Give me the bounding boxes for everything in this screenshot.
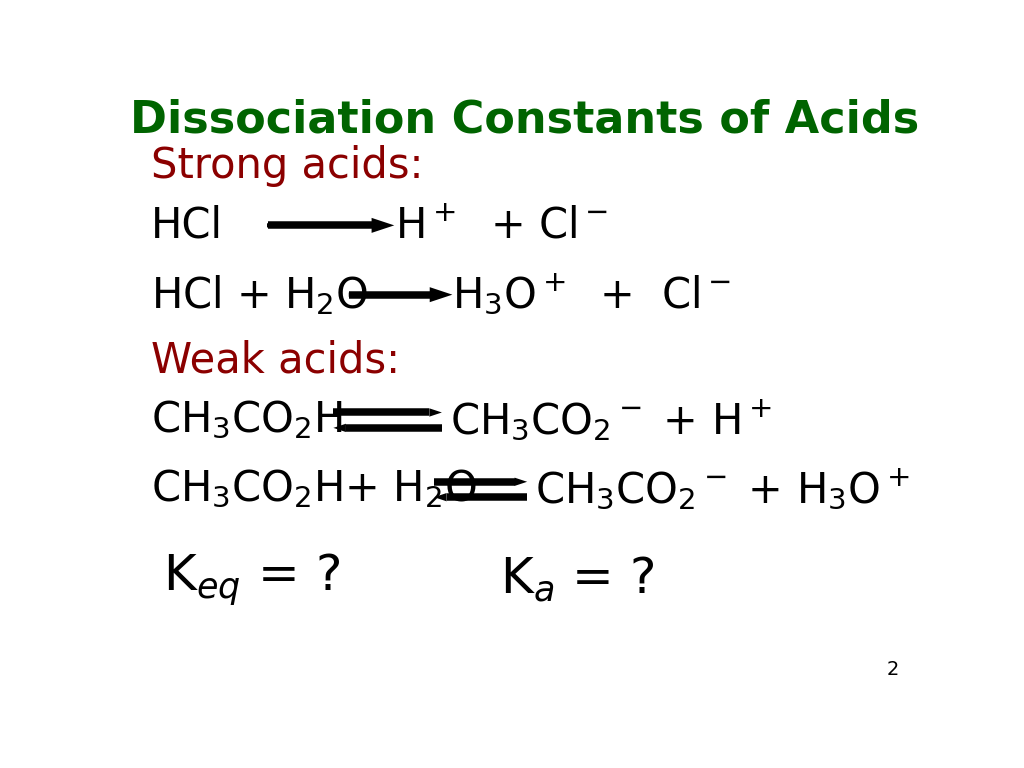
FancyArrow shape (434, 493, 446, 502)
Text: K$_{eq}$ = ?: K$_{eq}$ = ? (163, 551, 340, 607)
Text: CH$_3$CO$_2$H+ H$_2$O: CH$_3$CO$_2$H+ H$_2$O (152, 468, 477, 511)
Text: K$_a$ = ?: K$_a$ = ? (500, 554, 654, 604)
Text: HCl: HCl (152, 204, 223, 247)
FancyArrow shape (349, 290, 445, 300)
Text: Dissociation Constants of Acids: Dissociation Constants of Acids (130, 98, 920, 141)
FancyArrow shape (267, 220, 388, 230)
Text: CH$_3$CO$_2$$^-$ + H$_3$O$^+$: CH$_3$CO$_2$$^-$ + H$_3$O$^+$ (535, 467, 909, 512)
Text: Strong acids:: Strong acids: (152, 145, 424, 187)
Text: H$^+$  + Cl$^-$: H$^+$ + Cl$^-$ (395, 204, 608, 247)
FancyArrow shape (334, 424, 346, 432)
Text: 2: 2 (887, 660, 899, 679)
Text: CH$_3$CO$_2$H: CH$_3$CO$_2$H (152, 399, 343, 442)
Text: Weak acids:: Weak acids: (152, 339, 400, 381)
Text: H$_3$O$^+$  +  Cl$^-$: H$_3$O$^+$ + Cl$^-$ (452, 272, 731, 317)
Text: CH$_3$CO$_2$$^-$ + H$^+$: CH$_3$CO$_2$$^-$ + H$^+$ (450, 398, 771, 443)
FancyArrow shape (429, 409, 442, 416)
FancyArrow shape (515, 478, 527, 486)
Text: HCl + H$_2$O: HCl + H$_2$O (152, 273, 369, 316)
